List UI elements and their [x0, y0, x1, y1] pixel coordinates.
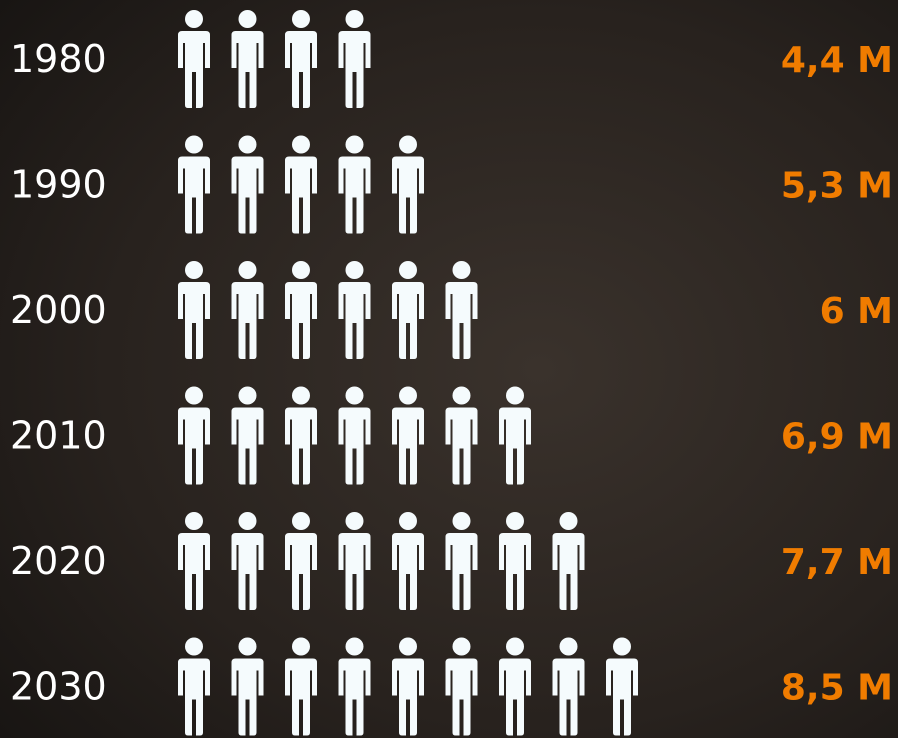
year-label: 2030 [10, 665, 107, 709]
value-label: 4,4 M [781, 40, 893, 81]
value-label: 8,5 M [781, 668, 893, 709]
year-label: 2020 [10, 539, 107, 583]
value-label: 7,7 M [781, 542, 893, 583]
year-label: 1980 [10, 37, 107, 81]
year-label: 2000 [10, 288, 107, 332]
chart: 1980 4,4 M 1990 5,3 M 2000 6 M 2010 6,9 M 2020 7,… [0, 0, 898, 738]
background [0, 0, 898, 738]
year-label: 2010 [10, 414, 107, 458]
value-label: 6 M [820, 291, 893, 332]
value-label: 5,3 M [781, 166, 893, 207]
year-label: 1990 [10, 163, 107, 207]
value-label: 6,9 M [781, 417, 893, 458]
